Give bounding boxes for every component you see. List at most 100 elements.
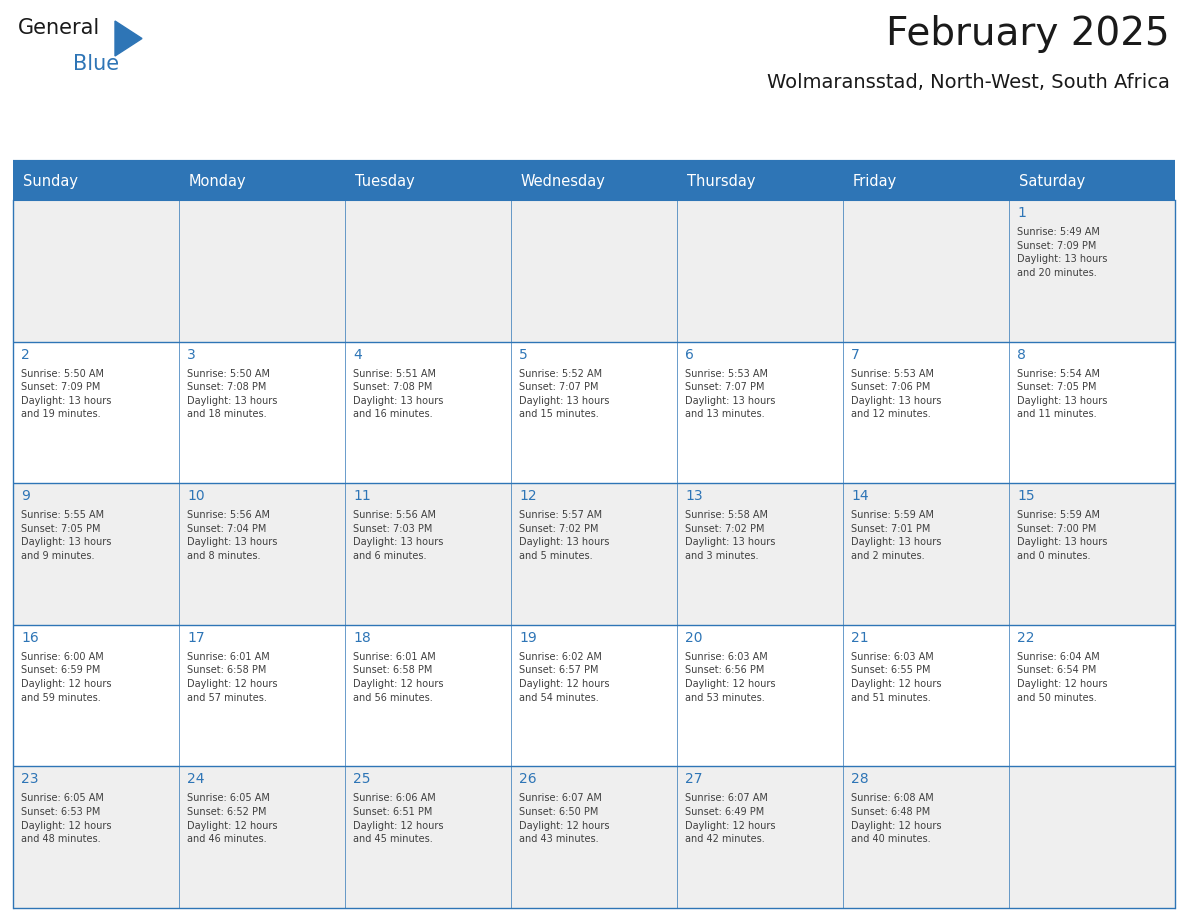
Text: Tuesday: Tuesday (355, 174, 415, 188)
Bar (843, 767, 1009, 908)
Text: 27: 27 (685, 772, 702, 787)
Text: 17: 17 (187, 631, 204, 644)
Bar (179, 341, 345, 483)
Text: Sunrise: 5:56 AM
Sunset: 7:04 PM
Daylight: 13 hours
and 8 minutes.: Sunrise: 5:56 AM Sunset: 7:04 PM Dayligh… (187, 510, 277, 561)
Text: 3: 3 (187, 348, 196, 362)
Bar (677, 341, 843, 483)
Text: 1: 1 (1017, 206, 1026, 220)
Text: 25: 25 (353, 772, 371, 787)
Text: 21: 21 (851, 631, 868, 644)
Text: Sunrise: 6:03 AM
Sunset: 6:55 PM
Daylight: 12 hours
and 51 minutes.: Sunrise: 6:03 AM Sunset: 6:55 PM Dayligh… (851, 652, 942, 702)
Text: Sunrise: 5:51 AM
Sunset: 7:08 PM
Daylight: 13 hours
and 16 minutes.: Sunrise: 5:51 AM Sunset: 7:08 PM Dayligh… (353, 369, 443, 420)
Bar (843, 483, 1009, 625)
Text: Sunrise: 5:49 AM
Sunset: 7:09 PM
Daylight: 13 hours
and 20 minutes.: Sunrise: 5:49 AM Sunset: 7:09 PM Dayligh… (1017, 227, 1107, 278)
Bar (345, 341, 511, 483)
Text: Monday: Monday (189, 174, 247, 188)
Text: 6: 6 (685, 348, 694, 362)
Bar (13, 200, 179, 341)
Bar (511, 341, 677, 483)
Text: Sunrise: 5:56 AM
Sunset: 7:03 PM
Daylight: 13 hours
and 6 minutes.: Sunrise: 5:56 AM Sunset: 7:03 PM Dayligh… (353, 510, 443, 561)
Text: Sunrise: 6:01 AM
Sunset: 6:58 PM
Daylight: 12 hours
and 56 minutes.: Sunrise: 6:01 AM Sunset: 6:58 PM Dayligh… (353, 652, 443, 702)
Text: 26: 26 (519, 772, 537, 787)
Bar (13, 483, 179, 625)
Bar (1009, 625, 1175, 767)
Text: Sunrise: 5:50 AM
Sunset: 7:08 PM
Daylight: 13 hours
and 18 minutes.: Sunrise: 5:50 AM Sunset: 7:08 PM Dayligh… (187, 369, 277, 420)
Text: 19: 19 (519, 631, 537, 644)
Text: 14: 14 (851, 489, 868, 503)
Text: Sunrise: 6:01 AM
Sunset: 6:58 PM
Daylight: 12 hours
and 57 minutes.: Sunrise: 6:01 AM Sunset: 6:58 PM Dayligh… (187, 652, 278, 702)
Text: 11: 11 (353, 489, 371, 503)
Text: Sunrise: 5:52 AM
Sunset: 7:07 PM
Daylight: 13 hours
and 15 minutes.: Sunrise: 5:52 AM Sunset: 7:07 PM Dayligh… (519, 369, 609, 420)
Text: Thursday: Thursday (687, 174, 756, 188)
Text: 24: 24 (187, 772, 204, 787)
Bar (677, 625, 843, 767)
Text: Sunrise: 5:53 AM
Sunset: 7:06 PM
Daylight: 13 hours
and 12 minutes.: Sunrise: 5:53 AM Sunset: 7:06 PM Dayligh… (851, 369, 941, 420)
Bar (179, 483, 345, 625)
Bar (677, 200, 843, 341)
Text: 5: 5 (519, 348, 527, 362)
Bar (345, 200, 511, 341)
Text: 2: 2 (21, 348, 30, 362)
Bar (1009, 767, 1175, 908)
Polygon shape (115, 21, 143, 56)
Text: 16: 16 (21, 631, 39, 644)
Text: Sunrise: 6:06 AM
Sunset: 6:51 PM
Daylight: 12 hours
and 45 minutes.: Sunrise: 6:06 AM Sunset: 6:51 PM Dayligh… (353, 793, 443, 845)
Text: 15: 15 (1017, 489, 1035, 503)
Text: Sunrise: 6:05 AM
Sunset: 6:53 PM
Daylight: 12 hours
and 48 minutes.: Sunrise: 6:05 AM Sunset: 6:53 PM Dayligh… (21, 793, 112, 845)
Bar (345, 625, 511, 767)
Bar (511, 625, 677, 767)
Bar (843, 625, 1009, 767)
Bar (179, 200, 345, 341)
Text: 23: 23 (21, 772, 38, 787)
Text: Sunday: Sunday (23, 174, 78, 188)
Bar (345, 483, 511, 625)
Text: Wolmaransstad, North-West, South Africa: Wolmaransstad, North-West, South Africa (767, 73, 1170, 92)
Bar (843, 200, 1009, 341)
Text: Sunrise: 5:59 AM
Sunset: 7:01 PM
Daylight: 13 hours
and 2 minutes.: Sunrise: 5:59 AM Sunset: 7:01 PM Dayligh… (851, 510, 941, 561)
Bar (13, 341, 179, 483)
Bar (1009, 483, 1175, 625)
Text: Sunrise: 5:59 AM
Sunset: 7:00 PM
Daylight: 13 hours
and 0 minutes.: Sunrise: 5:59 AM Sunset: 7:00 PM Dayligh… (1017, 510, 1107, 561)
Text: Sunrise: 6:07 AM
Sunset: 6:49 PM
Daylight: 12 hours
and 42 minutes.: Sunrise: 6:07 AM Sunset: 6:49 PM Dayligh… (685, 793, 776, 845)
Text: 9: 9 (21, 489, 30, 503)
Text: Sunrise: 6:03 AM
Sunset: 6:56 PM
Daylight: 12 hours
and 53 minutes.: Sunrise: 6:03 AM Sunset: 6:56 PM Dayligh… (685, 652, 776, 702)
Bar (179, 625, 345, 767)
Bar (13, 625, 179, 767)
Text: Sunrise: 5:58 AM
Sunset: 7:02 PM
Daylight: 13 hours
and 3 minutes.: Sunrise: 5:58 AM Sunset: 7:02 PM Dayligh… (685, 510, 776, 561)
Text: General: General (18, 18, 100, 38)
Text: Blue: Blue (72, 54, 119, 74)
Text: 22: 22 (1017, 631, 1035, 644)
Text: Sunrise: 6:00 AM
Sunset: 6:59 PM
Daylight: 12 hours
and 59 minutes.: Sunrise: 6:00 AM Sunset: 6:59 PM Dayligh… (21, 652, 112, 702)
Text: Friday: Friday (853, 174, 897, 188)
Bar (179, 767, 345, 908)
Text: Sunrise: 6:07 AM
Sunset: 6:50 PM
Daylight: 12 hours
and 43 minutes.: Sunrise: 6:07 AM Sunset: 6:50 PM Dayligh… (519, 793, 609, 845)
Bar (1009, 200, 1175, 341)
Bar (677, 767, 843, 908)
Bar (843, 341, 1009, 483)
Text: Wednesday: Wednesday (522, 174, 606, 188)
Bar (511, 200, 677, 341)
Text: Saturday: Saturday (1019, 174, 1086, 188)
Text: 8: 8 (1017, 348, 1026, 362)
Text: 4: 4 (353, 348, 362, 362)
Text: Sunrise: 6:02 AM
Sunset: 6:57 PM
Daylight: 12 hours
and 54 minutes.: Sunrise: 6:02 AM Sunset: 6:57 PM Dayligh… (519, 652, 609, 702)
Bar (13, 767, 179, 908)
Text: Sunrise: 6:08 AM
Sunset: 6:48 PM
Daylight: 12 hours
and 40 minutes.: Sunrise: 6:08 AM Sunset: 6:48 PM Dayligh… (851, 793, 942, 845)
Text: February 2025: February 2025 (886, 15, 1170, 53)
Text: Sunrise: 6:05 AM
Sunset: 6:52 PM
Daylight: 12 hours
and 46 minutes.: Sunrise: 6:05 AM Sunset: 6:52 PM Dayligh… (187, 793, 278, 845)
Bar (1009, 341, 1175, 483)
Text: Sunrise: 5:55 AM
Sunset: 7:05 PM
Daylight: 13 hours
and 9 minutes.: Sunrise: 5:55 AM Sunset: 7:05 PM Dayligh… (21, 510, 112, 561)
Bar (13, 162, 1175, 200)
Text: Sunrise: 5:50 AM
Sunset: 7:09 PM
Daylight: 13 hours
and 19 minutes.: Sunrise: 5:50 AM Sunset: 7:09 PM Dayligh… (21, 369, 112, 420)
Bar (677, 483, 843, 625)
Text: 18: 18 (353, 631, 371, 644)
Text: 12: 12 (519, 489, 537, 503)
Text: 10: 10 (187, 489, 204, 503)
Text: Sunrise: 5:53 AM
Sunset: 7:07 PM
Daylight: 13 hours
and 13 minutes.: Sunrise: 5:53 AM Sunset: 7:07 PM Dayligh… (685, 369, 776, 420)
Text: 28: 28 (851, 772, 868, 787)
Text: 13: 13 (685, 489, 702, 503)
Text: Sunrise: 5:54 AM
Sunset: 7:05 PM
Daylight: 13 hours
and 11 minutes.: Sunrise: 5:54 AM Sunset: 7:05 PM Dayligh… (1017, 369, 1107, 420)
Bar (345, 767, 511, 908)
Bar (511, 767, 677, 908)
Text: 7: 7 (851, 348, 860, 362)
